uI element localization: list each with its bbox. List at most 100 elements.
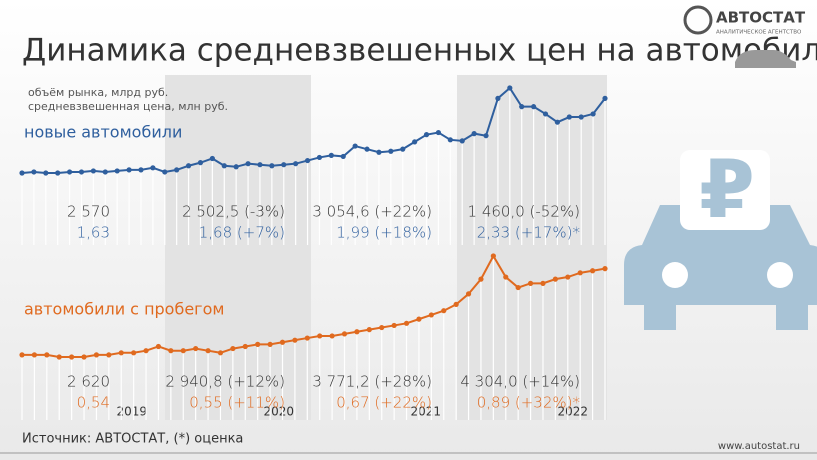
point xyxy=(554,119,561,125)
point xyxy=(90,168,96,174)
point xyxy=(66,169,73,175)
point xyxy=(428,312,434,318)
point xyxy=(197,160,204,166)
market-label: 2 570 xyxy=(67,203,110,221)
point xyxy=(185,163,192,169)
price-label: 2,33 (+17%)* xyxy=(477,224,580,242)
point xyxy=(388,148,394,154)
point xyxy=(465,291,472,297)
point xyxy=(366,327,372,333)
point xyxy=(31,352,38,358)
point xyxy=(230,345,236,352)
point xyxy=(527,280,534,286)
point xyxy=(602,266,608,272)
car-light xyxy=(767,262,793,288)
point xyxy=(93,352,100,358)
point xyxy=(292,337,298,343)
price-label: 1,99 (+18%) xyxy=(336,224,432,242)
point xyxy=(391,322,397,329)
point xyxy=(114,168,120,174)
point xyxy=(233,164,239,170)
point xyxy=(589,268,596,274)
logo-tagline: АНАЛИТИЧЕСКОЕ АГЕНТСТВО xyxy=(716,30,802,36)
point xyxy=(217,350,224,356)
point xyxy=(416,316,422,322)
point xyxy=(269,163,275,169)
point xyxy=(245,161,251,167)
point xyxy=(205,348,211,354)
point xyxy=(565,274,571,280)
point xyxy=(552,276,558,282)
point xyxy=(267,341,273,347)
market-label: 2 502,5 (-3%) xyxy=(182,203,285,221)
market-label: 2 620 xyxy=(67,373,110,391)
point xyxy=(131,350,137,356)
series-title: автомобили с пробегом xyxy=(24,300,224,319)
market-label: 3 771,2 (+28%) xyxy=(312,373,432,391)
price-label: 0,54 xyxy=(77,394,110,412)
point xyxy=(354,329,360,335)
logo-icon xyxy=(683,5,713,35)
point xyxy=(118,350,124,356)
point xyxy=(578,114,584,120)
car-light xyxy=(662,262,688,288)
point xyxy=(81,354,87,360)
point xyxy=(329,333,335,339)
point xyxy=(102,169,108,175)
point xyxy=(78,169,85,175)
point xyxy=(174,167,180,173)
price-label: 0,55 (+11%) xyxy=(189,394,285,412)
point xyxy=(483,133,489,139)
point xyxy=(400,146,406,152)
point xyxy=(340,153,346,160)
point xyxy=(531,104,537,110)
price-label: 1,68 (+7%) xyxy=(199,224,285,242)
point xyxy=(126,167,132,173)
year-label: 2020 xyxy=(263,405,294,419)
point xyxy=(293,161,299,167)
point xyxy=(281,162,287,168)
point xyxy=(162,169,168,175)
point xyxy=(423,132,430,138)
point xyxy=(590,111,596,117)
year-label: 2021 xyxy=(410,405,441,419)
point xyxy=(19,352,25,358)
point xyxy=(55,170,61,176)
point xyxy=(316,154,323,161)
point xyxy=(242,343,248,350)
point xyxy=(44,352,50,358)
point xyxy=(352,143,358,149)
ruble-icon: ₽ xyxy=(699,143,755,236)
point xyxy=(540,280,546,286)
point xyxy=(447,137,453,143)
point xyxy=(515,284,521,291)
price-label: 1,63 xyxy=(77,224,110,242)
point xyxy=(364,146,370,152)
price-label: 0,89 (+32%)* xyxy=(477,394,580,412)
price-label: 0,67 (+22%) xyxy=(336,394,432,412)
point xyxy=(602,95,608,101)
market-label: 2 940,8 (+12%) xyxy=(165,373,285,391)
point xyxy=(193,345,199,352)
point xyxy=(106,352,112,358)
logo-name: АВТОСТАТ xyxy=(716,9,806,27)
point xyxy=(255,341,261,347)
point xyxy=(279,339,286,345)
point xyxy=(441,308,447,314)
legend-price: средневзвешенная цена, млн руб. xyxy=(28,100,228,113)
market-label: 1 460,0 (-52%) xyxy=(468,203,580,221)
year-label: 2019 xyxy=(116,405,147,419)
point xyxy=(478,276,484,282)
point xyxy=(257,162,263,168)
point xyxy=(376,149,382,155)
point xyxy=(180,348,186,354)
point xyxy=(31,169,37,175)
point xyxy=(453,301,459,307)
point xyxy=(209,155,215,162)
point xyxy=(503,274,509,280)
point xyxy=(43,170,49,176)
point xyxy=(577,270,583,276)
market-label: 3 054,6 (+22%) xyxy=(312,203,432,221)
point xyxy=(56,354,62,360)
